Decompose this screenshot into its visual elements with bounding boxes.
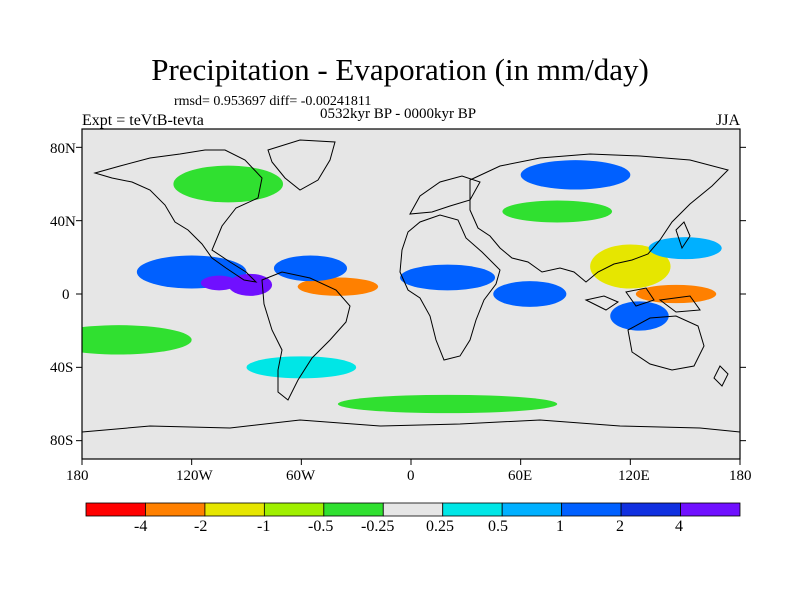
anomaly-region-10: [648, 237, 722, 260]
colorbar-swatch: [382, 502, 444, 517]
anomaly-region-9: [610, 301, 669, 331]
anomaly-region-7: [590, 244, 671, 289]
anomaly-region-13: [337, 394, 558, 414]
lon-label-60w: 60W: [286, 468, 316, 484]
lon-label-180w: 180: [66, 468, 89, 484]
colorbar-swatch: [145, 502, 206, 517]
colorbar-label: 1: [556, 518, 564, 535]
colorbar-swatch: [85, 502, 146, 517]
lat-label-40n: 40N: [50, 214, 76, 230]
anomaly-region-4: [273, 255, 348, 282]
anomaly-region-12: [246, 356, 357, 379]
colorbar-label: 0.5: [488, 518, 508, 535]
colorbar-swatch: [442, 502, 503, 517]
colorbar-label: -0.5: [308, 518, 334, 535]
coastlines: [82, 139, 740, 433]
colorbar-label: -2: [194, 518, 208, 535]
anomaly-region-1: [228, 273, 273, 296]
axis-ticks: [76, 146, 746, 465]
colorbar: [85, 502, 741, 517]
colorbar-swatch: [323, 502, 384, 517]
season-label: JJA: [716, 112, 741, 129]
colorbar-label: 2: [616, 518, 624, 535]
time-period-label: 0532kyr BP - 0000kyr BP: [320, 106, 477, 122]
colorbar-swatch: [561, 502, 622, 517]
anomaly-region-16: [502, 200, 613, 223]
anomaly-region-2: [200, 275, 238, 291]
lon-label-0: 0: [407, 468, 415, 484]
anomaly-region-8: [635, 284, 717, 304]
colorbar-swatch: [680, 502, 741, 517]
map-field-area: [82, 129, 740, 459]
rmsd-diff-stats: rmsd= 0.953697 diff= -0.00241811: [174, 94, 372, 109]
colorbar-label: 4: [675, 518, 683, 535]
lat-label-80s: 80S: [50, 433, 74, 449]
lat-label-eq: 0: [62, 287, 70, 303]
lon-label-120e: 120E: [618, 468, 650, 484]
precip-anomaly-layer: [82, 160, 722, 414]
lon-label-180e: 180: [729, 468, 752, 484]
anomaly-region-11: [82, 325, 192, 355]
colorbar-swatch: [501, 502, 563, 517]
colorbar-label: 0.25: [426, 518, 454, 535]
lat-label-40s: 40S: [50, 360, 74, 376]
anomaly-region-5: [400, 264, 496, 291]
experiment-label: Expt = teVtB-tevta: [82, 112, 204, 129]
lat-label-80n: 80N: [50, 141, 76, 157]
anomaly-region-14: [173, 165, 284, 203]
anomaly-region-6: [493, 281, 567, 307]
lon-label-120w: 120W: [176, 468, 213, 484]
colorbar-label: -4: [134, 518, 148, 535]
map-title: Precipitation - Evaporation (in mm/day): [151, 52, 649, 87]
colorbar-swatch: [620, 502, 681, 517]
anomaly-region-15: [520, 160, 631, 190]
colorbar-label: -1: [257, 518, 271, 535]
colorbar-swatch: [204, 502, 265, 517]
colorbar-label: -0.25: [361, 518, 395, 535]
colorbar-swatch: [263, 502, 325, 517]
lon-label-60e: 60E: [508, 468, 533, 484]
